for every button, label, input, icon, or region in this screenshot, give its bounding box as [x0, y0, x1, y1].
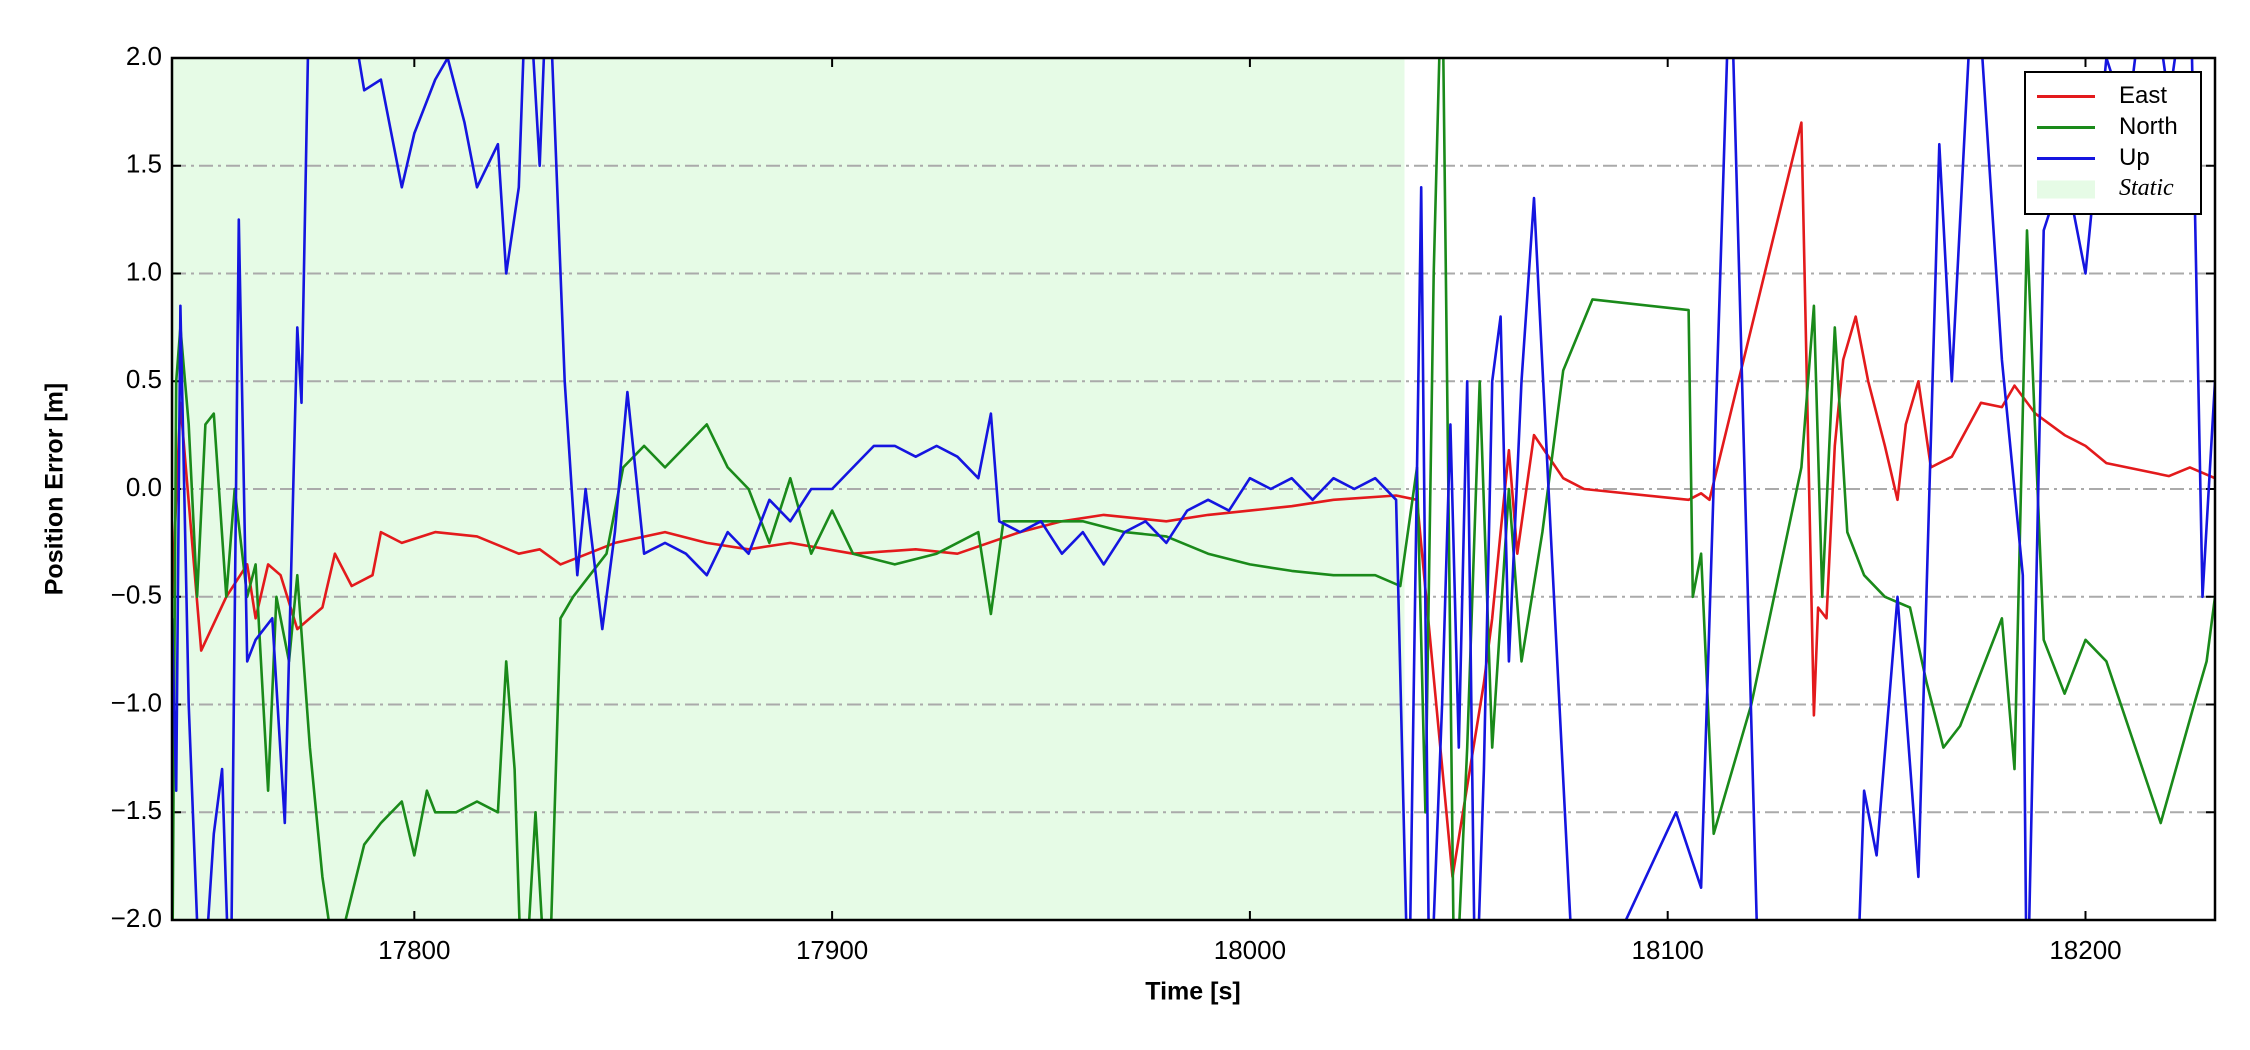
- series-line: [172, 58, 2215, 920]
- legend-label: North: [2119, 113, 2178, 140]
- x-axis-label: Time [s]: [1145, 978, 1240, 1006]
- x-tick-label: 18100: [1632, 935, 1704, 965]
- plot-lines: [172, 58, 2215, 920]
- legend-label: East: [2119, 82, 2167, 109]
- y-tick-label: 2.0: [126, 41, 162, 71]
- y-tick-label: 0.0: [126, 472, 162, 502]
- legend-label: Up: [2119, 144, 2150, 171]
- series-line: [172, 58, 2215, 920]
- legend-swatch: [2037, 180, 2095, 199]
- y-tick-label: 1.0: [126, 256, 162, 286]
- y-tick-label: −2.0: [111, 903, 162, 933]
- y-tick-label: −1.0: [111, 687, 162, 717]
- y-tick-label: 1.5: [126, 149, 162, 179]
- y-axis-label: Position Error [m]: [41, 383, 69, 596]
- y-tick-label: −1.5: [111, 795, 162, 825]
- x-tick-label: 18000: [1214, 935, 1286, 965]
- x-tick-label: 18200: [2049, 935, 2121, 965]
- y-tick-label: 0.5: [126, 364, 162, 394]
- series-line: [172, 121, 2215, 879]
- y-tick-label: −0.5: [111, 580, 162, 610]
- x-tick-label: 17800: [378, 935, 450, 965]
- x-tick-label: 17900: [796, 935, 868, 965]
- legend-label: Static: [2119, 175, 2174, 201]
- plot-frame: [170, 56, 2217, 922]
